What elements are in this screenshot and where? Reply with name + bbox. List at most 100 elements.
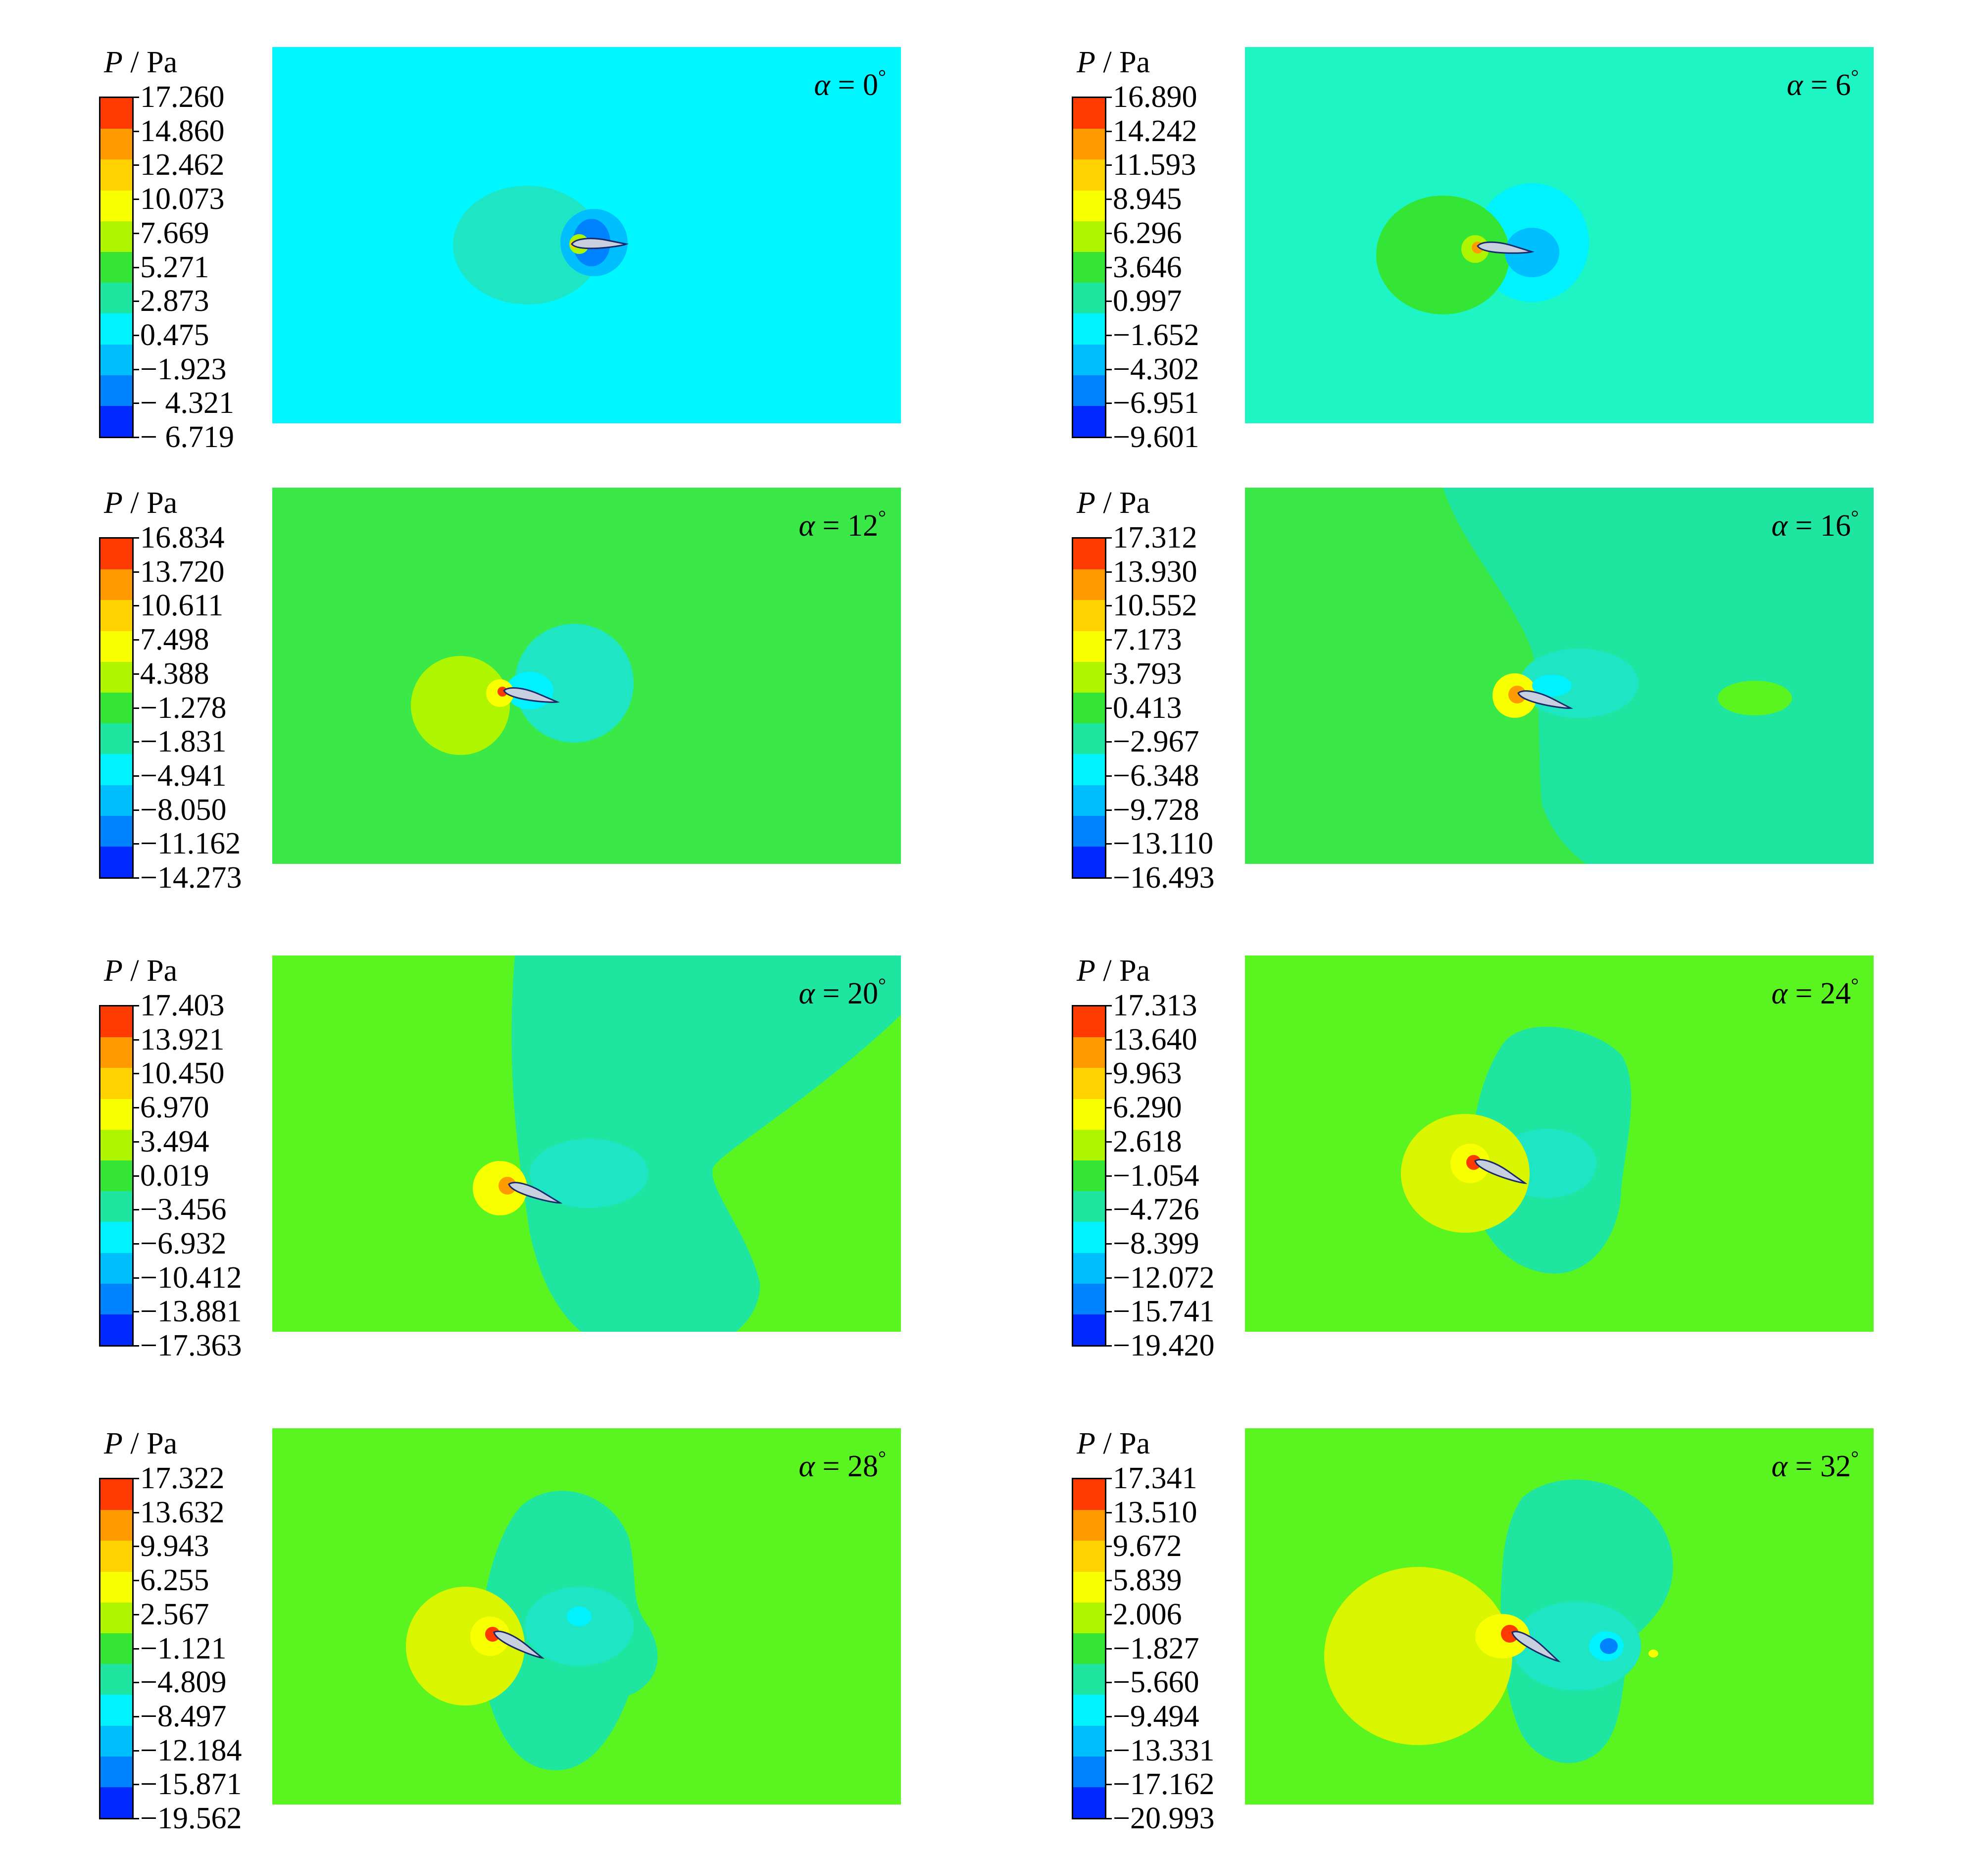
tick-mark [1105, 1141, 1112, 1143]
tick-label: 0.413 [1113, 691, 1182, 725]
airfoil-shape [493, 1630, 545, 1659]
tick-mark [1105, 164, 1112, 166]
tick-mark [132, 1073, 139, 1075]
contour-region [1466, 1155, 1481, 1170]
tick-label: 17.322 [140, 1461, 225, 1495]
colorbar [99, 1005, 134, 1347]
degree-mark: ° [878, 1447, 886, 1469]
colorbar-segment [1073, 661, 1105, 693]
tick-label: −8.050 [140, 793, 227, 827]
tick-label: −19.420 [1113, 1329, 1215, 1362]
colorbar-segment [100, 1222, 132, 1253]
tick-mark [132, 707, 139, 709]
colorbar-segment [1073, 539, 1105, 570]
tick-mark [132, 1784, 139, 1786]
airfoil-shape [1517, 690, 1573, 709]
colorbar-ticks: 16.890 14.242 11.593 8.945 6.296 3.646 0.997 −1… [1105, 81, 1253, 453]
tick-mark [1105, 741, 1112, 743]
colorbar-segment [100, 98, 132, 129]
pressure-field-svg [272, 488, 901, 864]
colorbar-segment [1073, 846, 1105, 878]
airfoil-shape [503, 687, 560, 703]
colorbar-segment [1073, 631, 1105, 662]
tick-mark [132, 1277, 139, 1279]
airfoil [1517, 690, 1573, 709]
tick-label: 5.839 [1113, 1563, 1182, 1598]
colorbar-segment [1073, 159, 1105, 191]
contour-panel-alpha-32: P / Pa 17.341 13.510 9.672 5.839 2.006 −1.827−… [988, 1428, 1928, 1859]
contour-panel-alpha-16: P / Pa 17.312 13.930 10.552 7.173 3.793 0.413−… [988, 488, 1928, 918]
tick-label: −1.827 [1113, 1631, 1199, 1665]
tick-label: 13.632 [140, 1495, 225, 1529]
colorbar-segment [100, 1129, 132, 1160]
colorbar-segment [1073, 1541, 1105, 1572]
tick-mark [1105, 1345, 1112, 1347]
colorbar-segment [100, 1253, 132, 1284]
colorbar-segment [1073, 1283, 1105, 1314]
colorbar-segment [1073, 723, 1105, 754]
pressure-field-svg [1245, 1428, 1874, 1805]
unit-symbol: P [1077, 954, 1095, 988]
colorbar-segment [100, 283, 132, 314]
tick-label: −5.660 [1113, 1665, 1199, 1700]
colorbar-segment [100, 159, 132, 191]
colorbar-segment [100, 539, 132, 570]
tick-label: 7.669 [140, 216, 209, 250]
colorbar-segment [100, 1160, 132, 1192]
tick-label: 10.552 [1113, 589, 1197, 623]
contour-region [1505, 228, 1559, 277]
alpha-symbol: α [814, 68, 831, 102]
pressure-field [1245, 488, 1874, 864]
tick-mark [132, 537, 139, 539]
colorbar-segment [100, 1664, 132, 1695]
tick-mark [132, 1311, 139, 1313]
tick-label: 7.498 [140, 623, 209, 657]
tick-label: −13.110 [1113, 827, 1214, 861]
alpha-equals: = [1788, 1450, 1820, 1483]
airfoil-shape [508, 1182, 563, 1204]
colorbar [99, 1478, 134, 1819]
tick-label: 13.510 [1113, 1495, 1197, 1529]
colorbar [99, 537, 134, 879]
tick-mark [1105, 1682, 1112, 1684]
tick-label: −6.932 [140, 1226, 227, 1260]
tick-label: 12.462 [140, 148, 225, 182]
contour-panel-alpha-28: P / Pa 17.322 13.632 9.943 6.255 2.567 −1.121−… [15, 1428, 955, 1859]
tick-label: 16.834 [140, 521, 225, 554]
tick-mark [1105, 97, 1112, 98]
contour-region [1376, 196, 1510, 314]
colorbar-segment [100, 692, 132, 724]
alpha-equals: = [815, 977, 847, 1010]
colorbar-unit-label: P / Pa [1077, 1428, 1150, 1459]
colorbar-segment [1073, 1253, 1105, 1284]
colorbar [1072, 537, 1106, 879]
colorbar-segment [100, 1602, 132, 1633]
colorbar-segment [100, 190, 132, 221]
tick-label: −6.348 [1113, 758, 1199, 793]
tick-label: −15.741 [1113, 1295, 1215, 1329]
tick-mark [132, 232, 139, 234]
tick-mark [1105, 1715, 1112, 1717]
colorbar-segment [1073, 754, 1105, 785]
colorbar-segment [1073, 1571, 1105, 1603]
tick-label: 10.611 [140, 589, 224, 623]
unit-symbol: P [104, 46, 123, 79]
tick-mark [132, 673, 139, 675]
tick-mark [1105, 1277, 1112, 1279]
colorbar-segment [1073, 1664, 1105, 1695]
colorbar-segment [1073, 1510, 1105, 1541]
tick-mark [132, 130, 139, 132]
colorbar-segment [100, 1191, 132, 1222]
colorbar-segment [1073, 1756, 1105, 1787]
tick-label: −4.941 [140, 758, 227, 793]
tick-mark [1105, 877, 1112, 879]
colorbar-segment [100, 1571, 132, 1603]
contour-region [1532, 675, 1572, 697]
tick-mark [132, 164, 139, 166]
colorbar-segment [100, 344, 132, 375]
colorbar-segment [1073, 98, 1105, 129]
colorbar-segment [1073, 1633, 1105, 1664]
colorbar-ticks: 16.834 13.720 10.611 7.498 4.388 −1.278 −1.831… [132, 522, 281, 894]
alpha-symbol: α [1771, 509, 1788, 543]
tick-mark [1105, 334, 1112, 336]
